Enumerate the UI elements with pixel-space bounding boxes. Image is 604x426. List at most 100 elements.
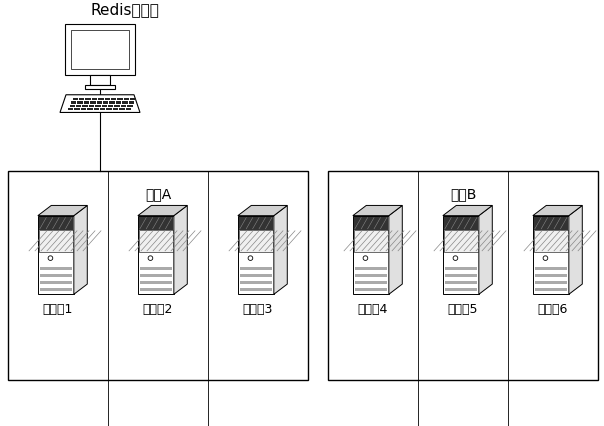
Bar <box>82 105 88 108</box>
Text: 服务器6: 服务器6 <box>538 302 568 315</box>
Bar <box>87 109 92 111</box>
Text: 服务器1: 服务器1 <box>43 302 73 315</box>
Bar <box>90 102 95 104</box>
Bar <box>535 274 567 277</box>
Bar <box>445 267 477 270</box>
Bar <box>95 105 100 108</box>
Bar <box>355 267 387 270</box>
Bar <box>140 288 172 291</box>
Bar <box>89 105 94 108</box>
Bar <box>124 98 129 101</box>
Bar <box>106 109 112 111</box>
Bar <box>68 109 74 111</box>
Bar <box>71 31 129 70</box>
Bar <box>71 102 76 104</box>
Bar <box>85 86 115 89</box>
Bar <box>94 109 99 111</box>
Bar <box>117 98 123 101</box>
Polygon shape <box>174 206 187 295</box>
Circle shape <box>248 256 253 261</box>
Bar <box>534 218 568 230</box>
Bar <box>355 281 387 285</box>
Bar <box>100 109 106 111</box>
Bar <box>122 102 127 104</box>
Bar <box>444 230 478 252</box>
Polygon shape <box>443 206 492 216</box>
Text: Redis客户端: Redis客户端 <box>90 2 159 17</box>
Bar <box>534 230 568 252</box>
Bar <box>90 76 110 86</box>
Bar <box>240 288 272 291</box>
Text: 服务器5: 服务器5 <box>448 302 478 315</box>
Bar <box>328 172 598 380</box>
Bar <box>76 105 82 108</box>
Text: 服务器4: 服务器4 <box>358 302 388 315</box>
Bar <box>445 281 477 285</box>
Bar <box>138 216 174 295</box>
Bar <box>445 274 477 277</box>
Bar <box>444 218 478 230</box>
Bar <box>240 281 272 285</box>
Bar <box>65 25 135 76</box>
Bar <box>74 109 80 111</box>
Bar <box>69 105 75 108</box>
Bar <box>240 267 272 270</box>
Bar <box>140 281 172 285</box>
Text: 机房A: 机房A <box>145 187 171 201</box>
Bar <box>121 105 126 108</box>
Bar <box>104 98 110 101</box>
Bar <box>101 105 107 108</box>
Polygon shape <box>74 206 88 295</box>
Text: 服务器2: 服务器2 <box>143 302 173 315</box>
Bar <box>109 102 115 104</box>
Bar <box>139 218 173 230</box>
Bar <box>240 274 272 277</box>
Bar <box>535 288 567 291</box>
Bar <box>103 102 108 104</box>
Bar <box>113 109 118 111</box>
Bar <box>130 98 135 101</box>
Bar <box>140 274 172 277</box>
Bar <box>79 98 85 101</box>
Circle shape <box>48 256 53 261</box>
Bar <box>354 218 388 230</box>
Bar <box>139 230 173 252</box>
Bar <box>354 230 388 252</box>
Polygon shape <box>569 206 582 295</box>
Polygon shape <box>274 206 288 295</box>
Bar <box>8 172 308 380</box>
Bar <box>239 230 273 252</box>
Text: 服务器3: 服务器3 <box>243 302 273 315</box>
Bar <box>40 288 72 291</box>
Bar <box>39 218 73 230</box>
Bar <box>98 98 103 101</box>
Bar <box>84 102 89 104</box>
Bar <box>40 281 72 285</box>
Polygon shape <box>138 206 187 216</box>
Bar <box>40 274 72 277</box>
Bar <box>116 102 121 104</box>
Bar <box>355 288 387 291</box>
Polygon shape <box>38 206 88 216</box>
Circle shape <box>453 256 458 261</box>
Bar <box>108 105 114 108</box>
Bar <box>239 218 273 230</box>
Bar <box>445 288 477 291</box>
Polygon shape <box>533 206 582 216</box>
Circle shape <box>363 256 368 261</box>
Bar <box>72 98 78 101</box>
Bar <box>535 267 567 270</box>
Text: 机房B: 机房B <box>450 187 476 201</box>
Bar <box>81 109 86 111</box>
Bar <box>111 98 117 101</box>
Bar <box>127 105 132 108</box>
Polygon shape <box>353 206 402 216</box>
Polygon shape <box>60 95 140 113</box>
Bar <box>129 102 134 104</box>
Bar <box>97 102 102 104</box>
Circle shape <box>148 256 153 261</box>
Bar <box>140 267 172 270</box>
Bar <box>39 230 73 252</box>
Bar <box>114 105 120 108</box>
Bar <box>38 216 74 295</box>
